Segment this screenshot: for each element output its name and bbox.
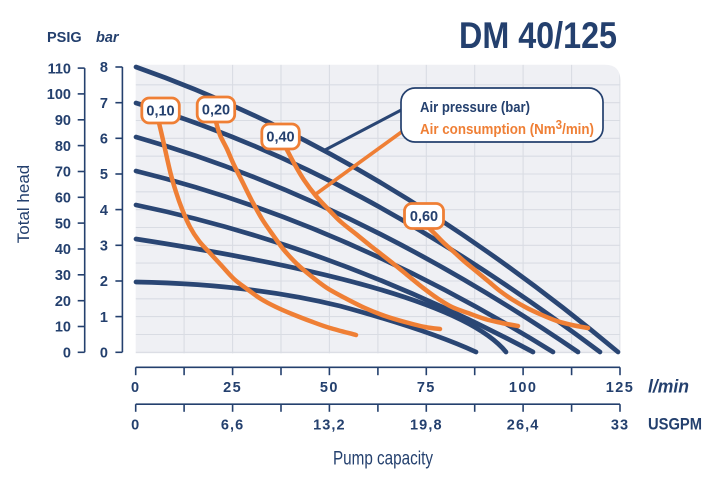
svg-text:70: 70 (55, 165, 71, 181)
svg-text:20: 20 (55, 294, 71, 310)
svg-text:10: 10 (55, 320, 71, 336)
svg-text:90: 90 (55, 113, 71, 129)
svg-text:3: 3 (100, 239, 108, 255)
svg-text:60: 60 (55, 191, 71, 207)
svg-text:6,6: 6,6 (221, 418, 244, 434)
svg-text:Pump capacity: Pump capacity (333, 449, 433, 470)
svg-text:50: 50 (55, 216, 71, 232)
svg-text:0,20: 0,20 (202, 103, 230, 119)
svg-text:l/min: l/min (648, 377, 689, 397)
svg-text:50: 50 (320, 380, 339, 396)
svg-text:Total head: Total head (14, 165, 33, 243)
svg-text:1: 1 (100, 310, 108, 326)
svg-text:0,10: 0,10 (146, 104, 174, 120)
svg-text:0,40: 0,40 (266, 130, 294, 146)
svg-text:5: 5 (100, 167, 108, 183)
svg-text:100: 100 (47, 87, 71, 103)
svg-text:0: 0 (131, 418, 140, 434)
svg-text:bar: bar (96, 30, 120, 46)
svg-text:USGPM: USGPM (648, 415, 702, 434)
svg-text:40: 40 (55, 242, 71, 258)
svg-text:26,4: 26,4 (507, 418, 540, 434)
svg-text:0,60: 0,60 (410, 209, 438, 225)
svg-text:13,2: 13,2 (313, 418, 346, 434)
svg-text:0: 0 (100, 346, 108, 362)
svg-text:4: 4 (100, 203, 108, 219)
svg-text:19,8: 19,8 (410, 418, 443, 434)
svg-text:Air pressure (bar): Air pressure (bar) (420, 99, 530, 116)
svg-text:25: 25 (223, 380, 242, 396)
svg-text:125: 125 (606, 380, 634, 396)
svg-text:30: 30 (55, 268, 71, 284)
svg-text:100: 100 (509, 380, 537, 396)
svg-text:0: 0 (131, 380, 140, 396)
svg-text:PSIG: PSIG (47, 30, 82, 46)
svg-text:DM 40/125: DM 40/125 (459, 15, 617, 56)
svg-text:110: 110 (48, 61, 71, 77)
svg-text:33: 33 (611, 418, 629, 434)
svg-text:7: 7 (100, 96, 108, 112)
svg-text:80: 80 (55, 139, 71, 155)
svg-text:2: 2 (100, 274, 108, 290)
svg-text:6: 6 (100, 132, 108, 148)
svg-text:0: 0 (63, 346, 71, 362)
svg-text:Air consumption (Nm3/min): Air consumption (Nm3/min) (420, 117, 594, 138)
svg-text:75: 75 (417, 380, 436, 396)
svg-text:8: 8 (100, 60, 108, 76)
